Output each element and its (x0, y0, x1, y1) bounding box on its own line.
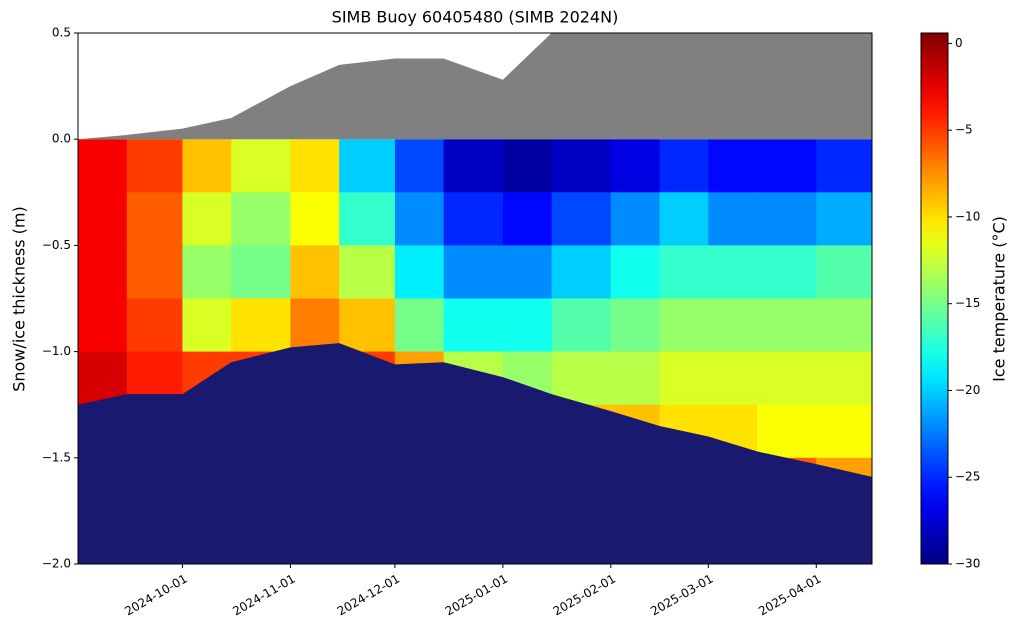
heat-cell (502, 139, 553, 193)
colorbar-tick-label: −15 (955, 296, 980, 310)
heat-cell (757, 139, 817, 193)
heat-cell (502, 192, 553, 246)
y-tick-label: −1.5 (42, 450, 71, 464)
y-axis-label: Snow/ice thickness (m) (10, 206, 29, 391)
heat-cell (551, 139, 612, 193)
heat-cell (659, 245, 709, 299)
x-tick-label: 2024-10-01 (122, 572, 189, 619)
x-tick-label: 2024-12-01 (335, 572, 402, 619)
heat-cell (757, 298, 817, 353)
heat-cell (816, 192, 872, 246)
y-tick-label: 0.5 (52, 26, 71, 40)
y-tick-label: −2.0 (42, 557, 71, 571)
colorbar-tick-label: −5 (955, 123, 973, 137)
heat-cell (708, 298, 758, 353)
heat-cell (816, 404, 872, 459)
heat-cell (659, 351, 709, 406)
heat-cell (551, 351, 612, 406)
heat-cell (551, 245, 612, 299)
heat-cell (708, 139, 758, 193)
heat-cell (757, 245, 817, 299)
heat-cell (231, 139, 291, 193)
heat-cell (708, 192, 758, 246)
heat-cell (182, 192, 232, 246)
y-tick-label: −1.0 (42, 344, 71, 358)
colorbar (920, 32, 949, 565)
heat-cell (394, 298, 445, 353)
heat-cell (339, 245, 396, 299)
heat-cell (659, 192, 709, 246)
heat-cell (78, 298, 128, 353)
snow-area (78, 33, 872, 140)
heat-cell (610, 139, 661, 193)
plot-frame (77, 32, 873, 565)
heat-cell (182, 139, 232, 193)
heat-cell (551, 192, 612, 246)
heat-cell (659, 139, 709, 193)
heat-cell (126, 139, 183, 193)
heat-cell (708, 245, 758, 299)
x-tick-label: 2025-03-01 (648, 572, 715, 619)
heat-cell (659, 298, 709, 353)
heat-cell (182, 245, 232, 299)
colorbar-tick-label: 0 (955, 36, 963, 50)
y-tick-label: 0.0 (52, 132, 71, 146)
heat-cell (231, 192, 291, 246)
x-tick-label: 2025-04-01 (756, 572, 823, 619)
heat-cell (757, 351, 817, 406)
heat-cell (78, 245, 128, 299)
plot-area (78, 33, 872, 564)
x-tick-label: 2025-02-01 (551, 572, 618, 619)
colorbar-tick-label: −10 (955, 209, 980, 223)
heat-cell (182, 298, 232, 353)
heat-cell (757, 192, 817, 246)
heat-cell (610, 192, 661, 246)
heat-cell (610, 298, 661, 353)
x-tick-label: 2024-11-01 (230, 572, 297, 619)
heat-cell (816, 139, 872, 193)
heat-cell (502, 245, 553, 299)
heat-cell (126, 192, 183, 246)
heat-cell (443, 245, 504, 299)
colorbar-label: Ice temperature (°C) (990, 216, 1009, 382)
heat-cell (443, 192, 504, 246)
heat-cell (78, 192, 128, 246)
heat-cell (339, 139, 396, 193)
y-tick-label: −0.5 (42, 238, 71, 252)
heat-cell (394, 245, 445, 299)
heat-cell (394, 139, 445, 193)
ice-bottom-area (78, 343, 872, 564)
heat-cell (610, 351, 661, 406)
heat-cell (551, 298, 612, 353)
chart-title: SIMB Buoy 60405480 (SIMB 2024N) (332, 8, 619, 27)
heat-cell (816, 245, 872, 299)
heat-cell (126, 298, 183, 353)
heat-cell (816, 351, 872, 406)
colorbar-tick-label: −20 (955, 383, 980, 397)
x-tick-label: 2025-01-01 (443, 572, 510, 619)
heat-cell (443, 139, 504, 193)
heat-cell (290, 139, 340, 193)
heat-cell (78, 139, 128, 193)
heat-cell (290, 192, 340, 246)
heat-cell (339, 192, 396, 246)
heat-cell (502, 298, 553, 353)
heat-cell (394, 192, 445, 246)
colorbar-tick-label: −30 (955, 557, 980, 571)
heat-cell (231, 298, 291, 353)
heat-cell (290, 298, 340, 353)
heat-cell (231, 245, 291, 299)
heat-cell (126, 245, 183, 299)
heat-cell (708, 351, 758, 406)
heat-cell (610, 245, 661, 299)
heat-cell (816, 298, 872, 353)
heat-cell (290, 245, 340, 299)
heat-cell (757, 404, 817, 459)
colorbar-tick-label: −25 (955, 470, 980, 484)
heat-cell (443, 298, 504, 353)
heat-cell (339, 298, 396, 353)
